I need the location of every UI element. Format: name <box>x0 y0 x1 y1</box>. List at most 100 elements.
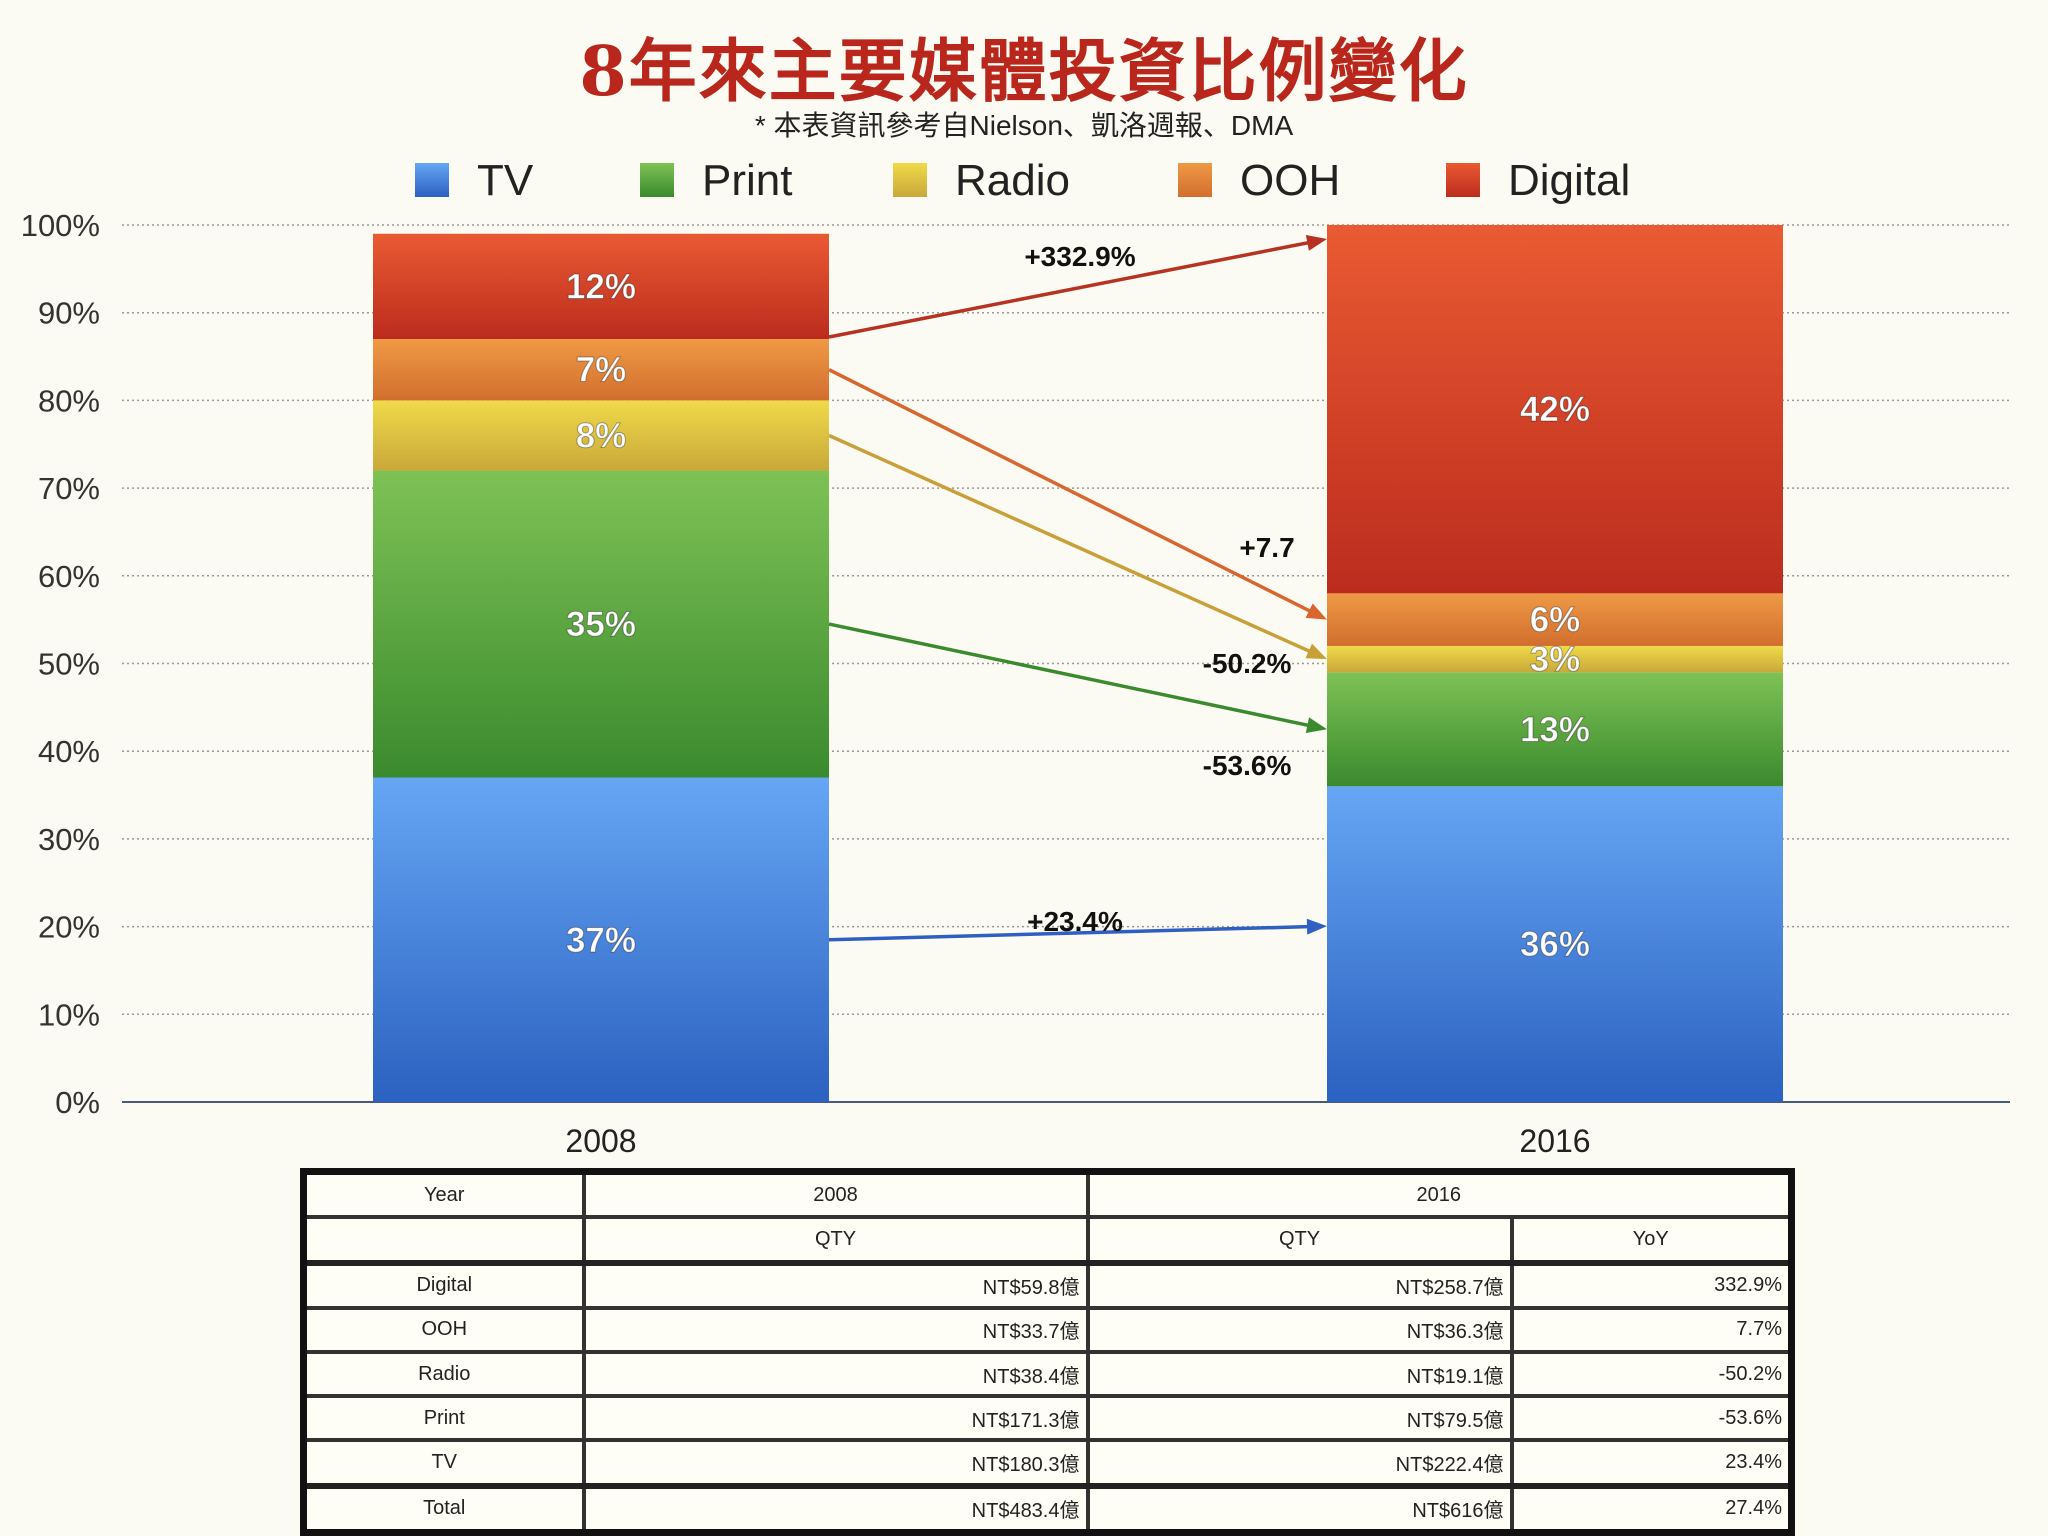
y-tick-label: 80% <box>38 383 100 418</box>
table-cell: NT$616億 <box>1085 1483 1514 1535</box>
table-cell: NT$483.4億 <box>581 1483 1090 1535</box>
bar-tv-2008 <box>373 777 829 1102</box>
data-table: Year 2008 2016 QTY QTY YoY Digital NT$59… <box>300 1168 1795 1536</box>
legend-label: OOH <box>1240 156 1340 205</box>
table-cell: -53.6% <box>1509 1394 1794 1443</box>
table-total-row: Total NT$483.4億 NT$616億 27.4% <box>301 1483 1794 1535</box>
arrow-head <box>1305 643 1327 660</box>
bar-data-label: 36% <box>1520 925 1590 964</box>
change-label: +332.9% <box>1024 241 1135 272</box>
header-cell: 2008 <box>581 1169 1090 1220</box>
table-row: TV NT$180.3億 NT$222.4億 23.4% <box>301 1438 1794 1489</box>
table-cell: NT$59.8億 <box>581 1260 1090 1310</box>
bar-data-label: 35% <box>566 605 636 644</box>
table-cell: 23.4% <box>1509 1438 1794 1489</box>
bar-digital-2016 <box>1327 225 1783 594</box>
table-cell: NT$171.3億 <box>581 1394 1090 1443</box>
y-tick-label: 20% <box>38 910 100 945</box>
change-arrow-radio <box>828 433 1323 659</box>
table-cell: 7.7% <box>1509 1305 1794 1354</box>
change-arrow-ooh <box>828 368 1323 619</box>
bar-radio-2016 <box>1327 645 1783 673</box>
change-arrow-digital <box>828 238 1322 339</box>
bar-ooh-2016 <box>1327 593 1783 646</box>
legend-label: Radio <box>955 156 1070 205</box>
bar-data-label: 7% <box>576 351 627 390</box>
arrow-head <box>1305 717 1327 733</box>
bar-radio-2008 <box>373 400 829 471</box>
header-cell: Year <box>301 1169 586 1220</box>
bar-print-2016 <box>1327 672 1783 787</box>
table-cell: NT$19.1億 <box>1085 1349 1514 1399</box>
table-row: OOH NT$33.7億 NT$36.3億 7.7% <box>301 1305 1794 1354</box>
header-cell: 2016 <box>1085 1169 1794 1220</box>
change-label: +23.4% <box>1027 906 1123 937</box>
table-row: Radio NT$38.4億 NT$19.1億 -50.2% <box>301 1349 1794 1399</box>
bar-data-label: 37% <box>566 921 636 960</box>
table-cell: OOH <box>301 1305 586 1354</box>
data-table-container: Year 2008 2016 QTY QTY YoY Digital NT$59… <box>300 1168 1795 1536</box>
arrow-head <box>1306 918 1327 935</box>
y-tick-label: 60% <box>38 559 100 594</box>
table-cell: NT$36.3億 <box>1085 1305 1514 1354</box>
header-cell: QTY <box>581 1215 1090 1266</box>
table-cell: NT$38.4億 <box>581 1349 1090 1399</box>
table-cell: NT$33.7億 <box>581 1305 1090 1354</box>
bar-data-label: 3% <box>1530 640 1581 679</box>
y-tick-label: 100% <box>21 208 100 243</box>
table-cell: NT$79.5億 <box>1085 1394 1514 1443</box>
legend-swatch <box>415 163 449 197</box>
stacked-bar-chart: 0% 10% 20% 30% 40% 50% 60% 70% 80% 90% 100% 2008 201… <box>21 156 2010 1159</box>
y-tick-label: 50% <box>38 647 100 682</box>
header-cell <box>301 1215 586 1266</box>
change-label: -50.2% <box>1203 648 1292 679</box>
bar-digital-2008 <box>373 233 829 340</box>
chart-subtitle: * 本表資訊參考自Nielson、凱洛週報、DMA <box>754 110 1294 141</box>
table-row: Digital NT$59.8億 NT$258.7億 332.9% <box>301 1260 1794 1310</box>
table-cell: NT$180.3億 <box>581 1438 1090 1489</box>
change-arrow-tv <box>828 924 1322 942</box>
y-tick-label: 90% <box>38 296 100 331</box>
table-cell: Digital <box>301 1260 586 1310</box>
change-arrow-print <box>828 622 1322 730</box>
table-cell: NT$222.4億 <box>1085 1438 1514 1489</box>
chart-title: 8年來主要媒體投資比例變化 <box>579 32 1469 112</box>
bar-data-label: 42% <box>1520 390 1590 429</box>
x-tick-label: 2008 <box>565 1123 636 1159</box>
arrow-head <box>1305 603 1327 620</box>
table-cell: 332.9% <box>1509 1260 1794 1310</box>
table-cell: NT$258.7億 <box>1085 1260 1514 1310</box>
y-tick-label: 0% <box>55 1085 100 1120</box>
table-subheader-row: QTY QTY YoY <box>301 1215 1794 1266</box>
table-cell: TV <box>301 1438 586 1489</box>
arrow-head <box>1305 235 1327 251</box>
table-header-row: Year 2008 2016 <box>301 1169 1794 1220</box>
y-tick-label: 70% <box>38 471 100 506</box>
bar-print-2008 <box>373 470 829 778</box>
table-cell: Print <box>301 1394 586 1443</box>
change-label: +7.7 <box>1239 532 1294 563</box>
legend-swatch <box>640 163 674 197</box>
y-tick-label: 30% <box>38 822 100 857</box>
table-cell: 27.4% <box>1509 1483 1794 1535</box>
legend-swatch <box>893 163 927 197</box>
bar-data-label: 12% <box>566 267 636 306</box>
bar-data-label: 8% <box>576 416 627 455</box>
legend-swatch <box>1178 163 1212 197</box>
x-tick-label: 2016 <box>1519 1123 1590 1159</box>
header-cell: QTY <box>1085 1215 1514 1266</box>
bar-data-label: 6% <box>1530 601 1581 640</box>
legend-label: TV <box>477 156 534 205</box>
table-cell: Radio <box>301 1349 586 1399</box>
y-tick-label: 10% <box>38 997 100 1032</box>
header-cell: YoY <box>1509 1215 1794 1266</box>
legend-label: Print <box>702 156 792 205</box>
y-tick-label: 40% <box>38 734 100 769</box>
legend-swatch <box>1446 163 1480 197</box>
change-label: -53.6% <box>1203 750 1292 781</box>
table-cell: Total <box>301 1483 586 1535</box>
table-row: Print NT$171.3億 NT$79.5億 -53.6% <box>301 1394 1794 1443</box>
table-cell: -50.2% <box>1509 1349 1794 1399</box>
bar-data-label: 13% <box>1520 710 1590 749</box>
legend-label: Digital <box>1508 156 1630 205</box>
